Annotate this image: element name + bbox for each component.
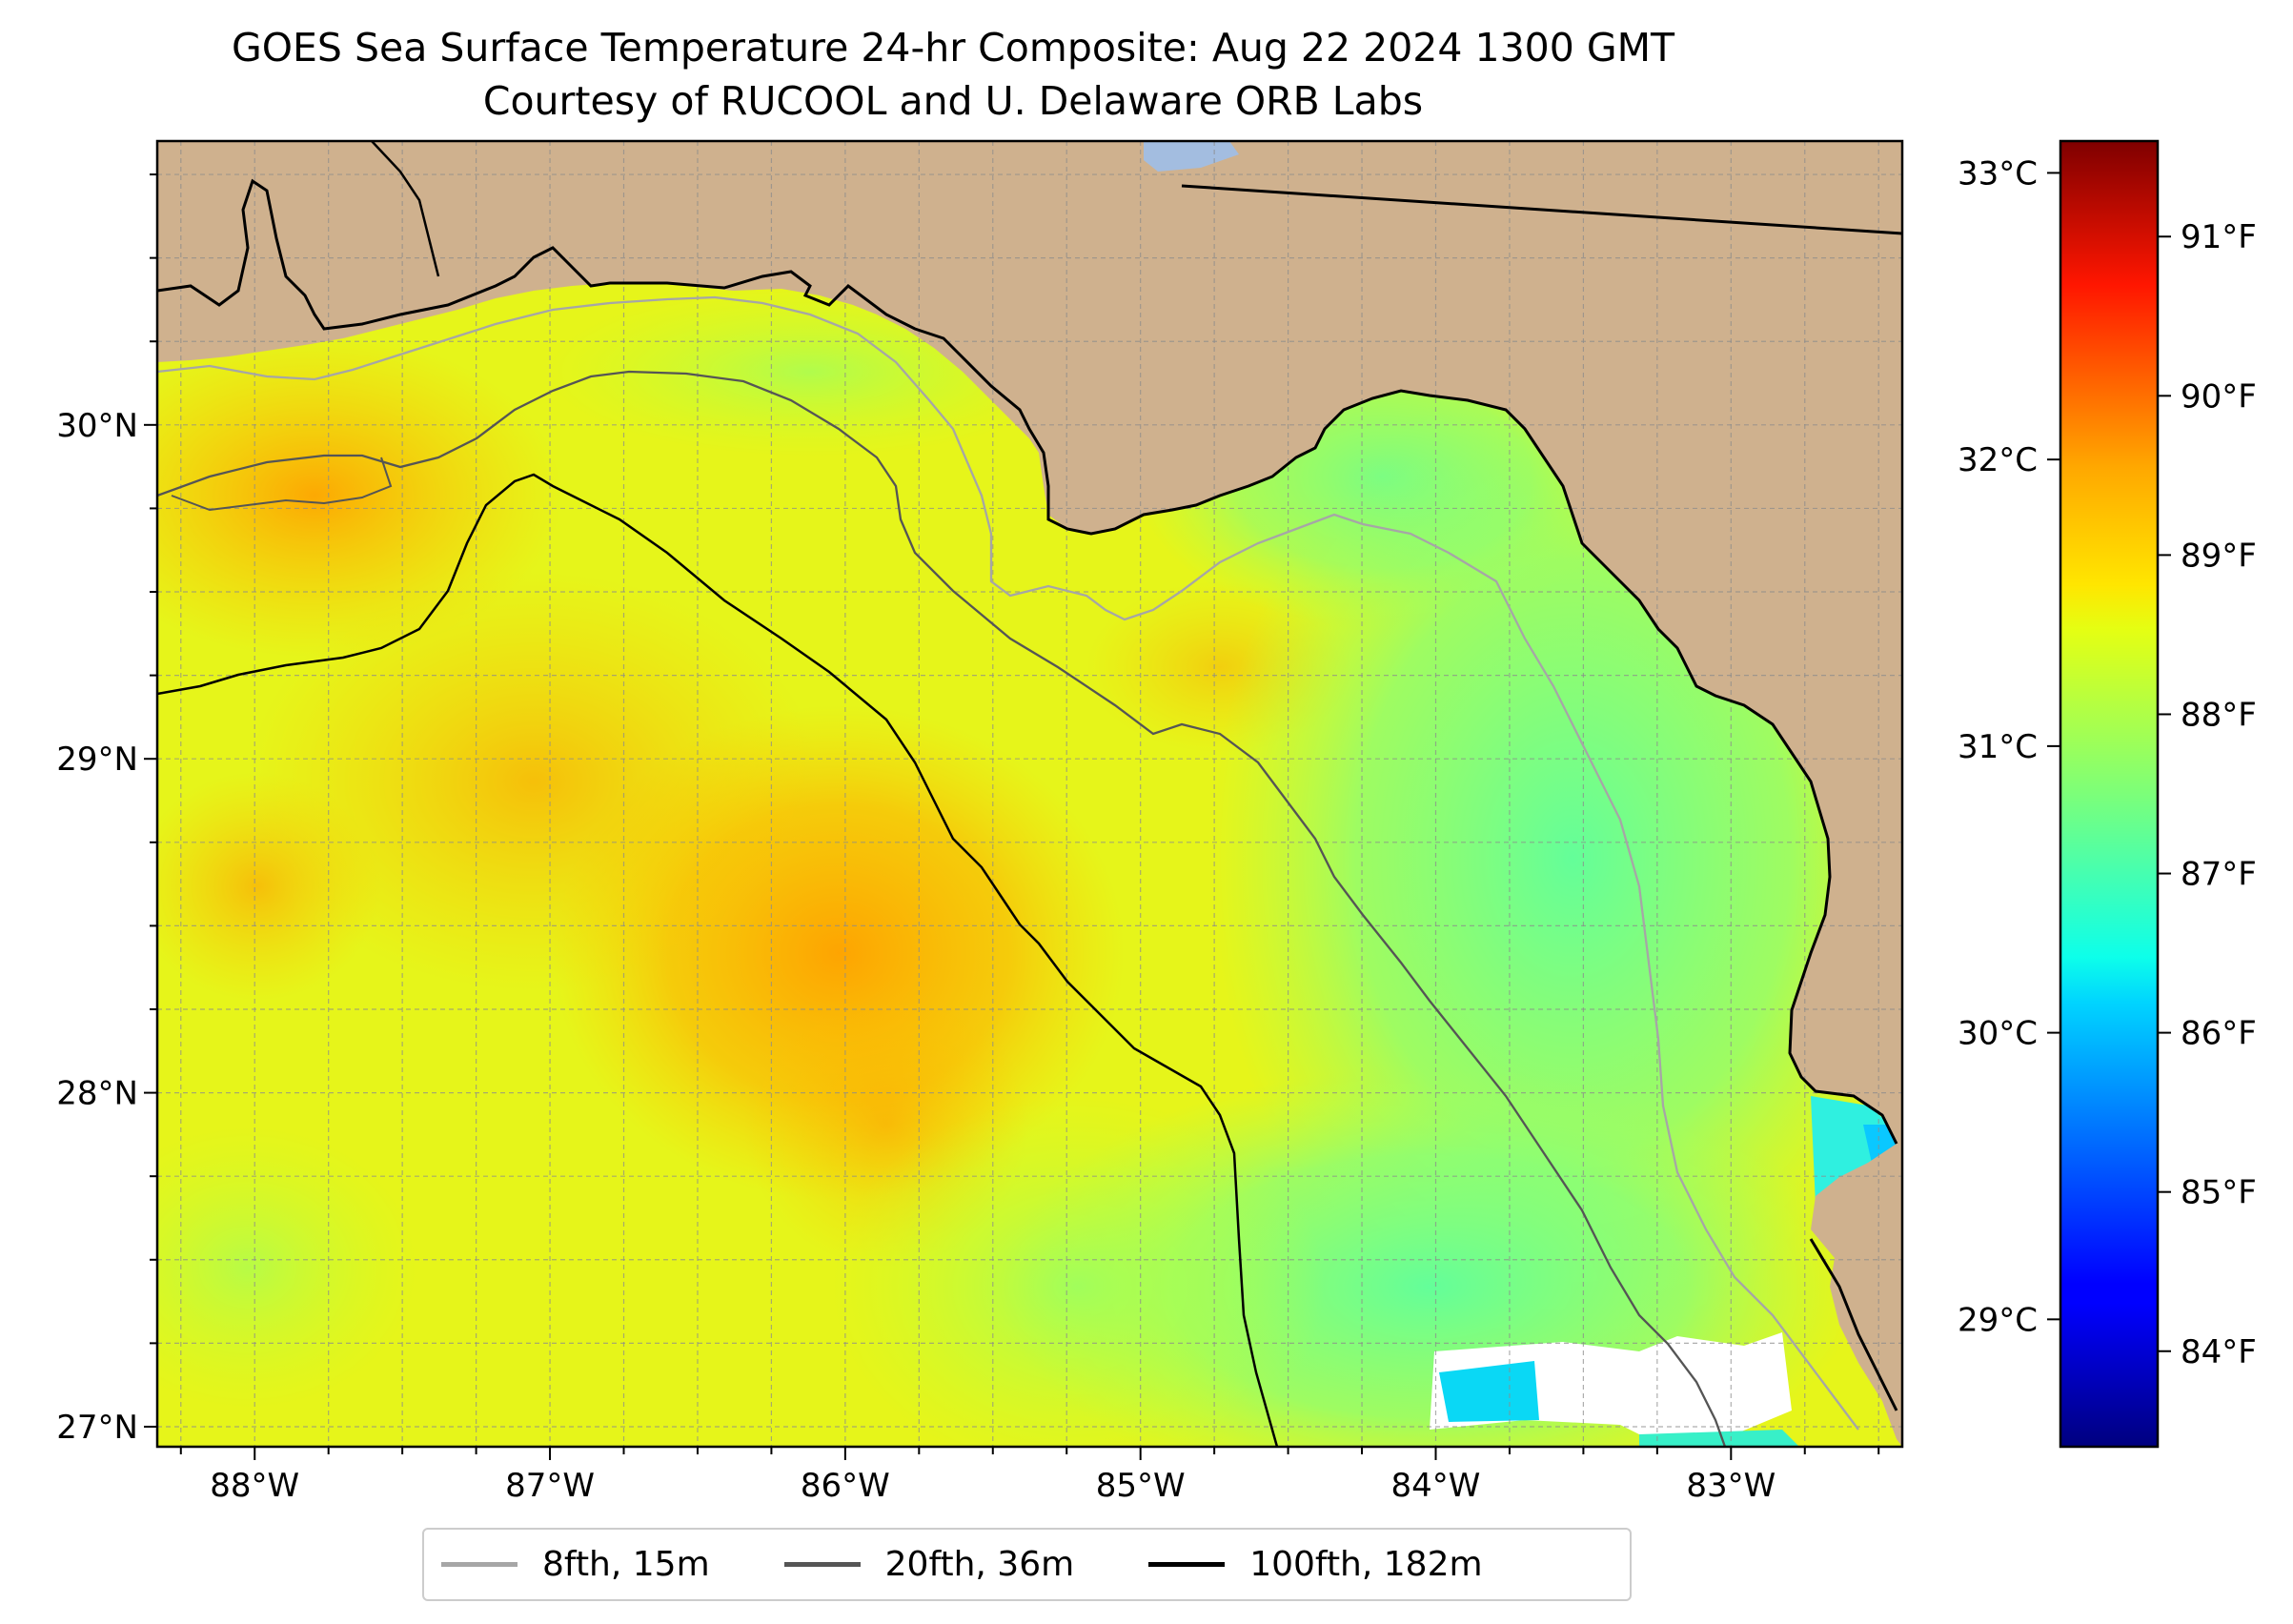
y-tick-label: 28°N <box>56 1075 138 1113</box>
colorbar-c-label: 30°C <box>1958 1015 2038 1053</box>
colorbar <box>2059 139 2160 1449</box>
legend-item-100fth: 100fth, 182m <box>1148 1545 1483 1584</box>
x-tick-label: 86°W <box>801 1467 890 1505</box>
colorbar-c-label: 32°C <box>1958 441 2038 479</box>
coastline <box>157 141 1902 1411</box>
x-tick-label: 83°W <box>1686 1467 1776 1505</box>
isobath-lines <box>157 295 1859 1447</box>
colorbar-f-label: 90°F <box>2181 377 2257 416</box>
legend-item-20fth: 20fth, 36m <box>783 1545 1075 1584</box>
colorbar-f-label: 86°F <box>2181 1015 2257 1053</box>
x-tick-label: 88°W <box>210 1467 299 1505</box>
isobath-20fth <box>157 370 1727 1447</box>
land-mass <box>157 141 1902 1447</box>
x-tick-label: 84°W <box>1391 1467 1481 1505</box>
colorbar-c-label: 33°C <box>1958 154 2038 193</box>
colorbar-f-label: 88°F <box>2181 696 2257 734</box>
legend-label-20fth: 20fth, 36m <box>884 1545 1075 1584</box>
legend-swatch-100fth <box>1148 1562 1226 1567</box>
legend-label-8fth: 8fth, 15m <box>542 1545 710 1584</box>
colorbar-f-label: 85°F <box>2181 1174 2257 1212</box>
legend-swatch-20fth <box>783 1562 861 1567</box>
map-gridlines <box>157 141 1902 1447</box>
legend-label-100fth: 100fth, 182m <box>1249 1545 1483 1584</box>
y-tick-label: 29°N <box>56 741 138 779</box>
y-tick-label: 27°N <box>56 1409 138 1447</box>
map-frame <box>155 139 1904 1449</box>
state-border <box>371 141 440 277</box>
colorbar-c-label: 29°C <box>1958 1301 2038 1339</box>
colorbar-f-label: 89°F <box>2181 537 2257 575</box>
legend-swatch-8fth <box>441 1562 517 1567</box>
axis-ticks: 88°W 87°W 86°W 85°W 84°W 83°W 30°N 29°N 28°N 27°N <box>56 173 1880 1505</box>
legend-item-8fth: 8fth, 15m <box>441 1545 710 1584</box>
colorbar-f-label: 84°F <box>2181 1333 2257 1371</box>
chart-subtitle: Courtesy of RUCOOL and U. Delaware ORB L… <box>482 78 1424 124</box>
colorbar-ticks: 91°F 90°F 89°F 88°F 87°F 86°F 85°F 84°F 33°C 32°C… <box>1958 154 2257 1370</box>
isobath-legend: 8fth, 15m 20fth, 36m 100fth, 182m <box>422 1528 1632 1601</box>
x-tick-label: 85°W <box>1096 1467 1186 1505</box>
colorbar-f-label: 87°F <box>2181 856 2257 894</box>
isobath-100fth <box>157 473 1279 1447</box>
colorbar-f-label: 91°F <box>2181 218 2257 256</box>
y-tick-label: 30°N <box>56 407 138 445</box>
lake <box>1144 141 1239 172</box>
chart-title: GOES Sea Surface Temperature 24-hr Compo… <box>231 25 1675 71</box>
x-tick-label: 87°W <box>505 1467 595 1505</box>
state-border <box>1181 184 1902 235</box>
isobath-20fth-detail <box>171 457 393 512</box>
colorbar-c-label: 31°C <box>1958 728 2038 766</box>
isobath-8fth <box>157 295 1859 1431</box>
